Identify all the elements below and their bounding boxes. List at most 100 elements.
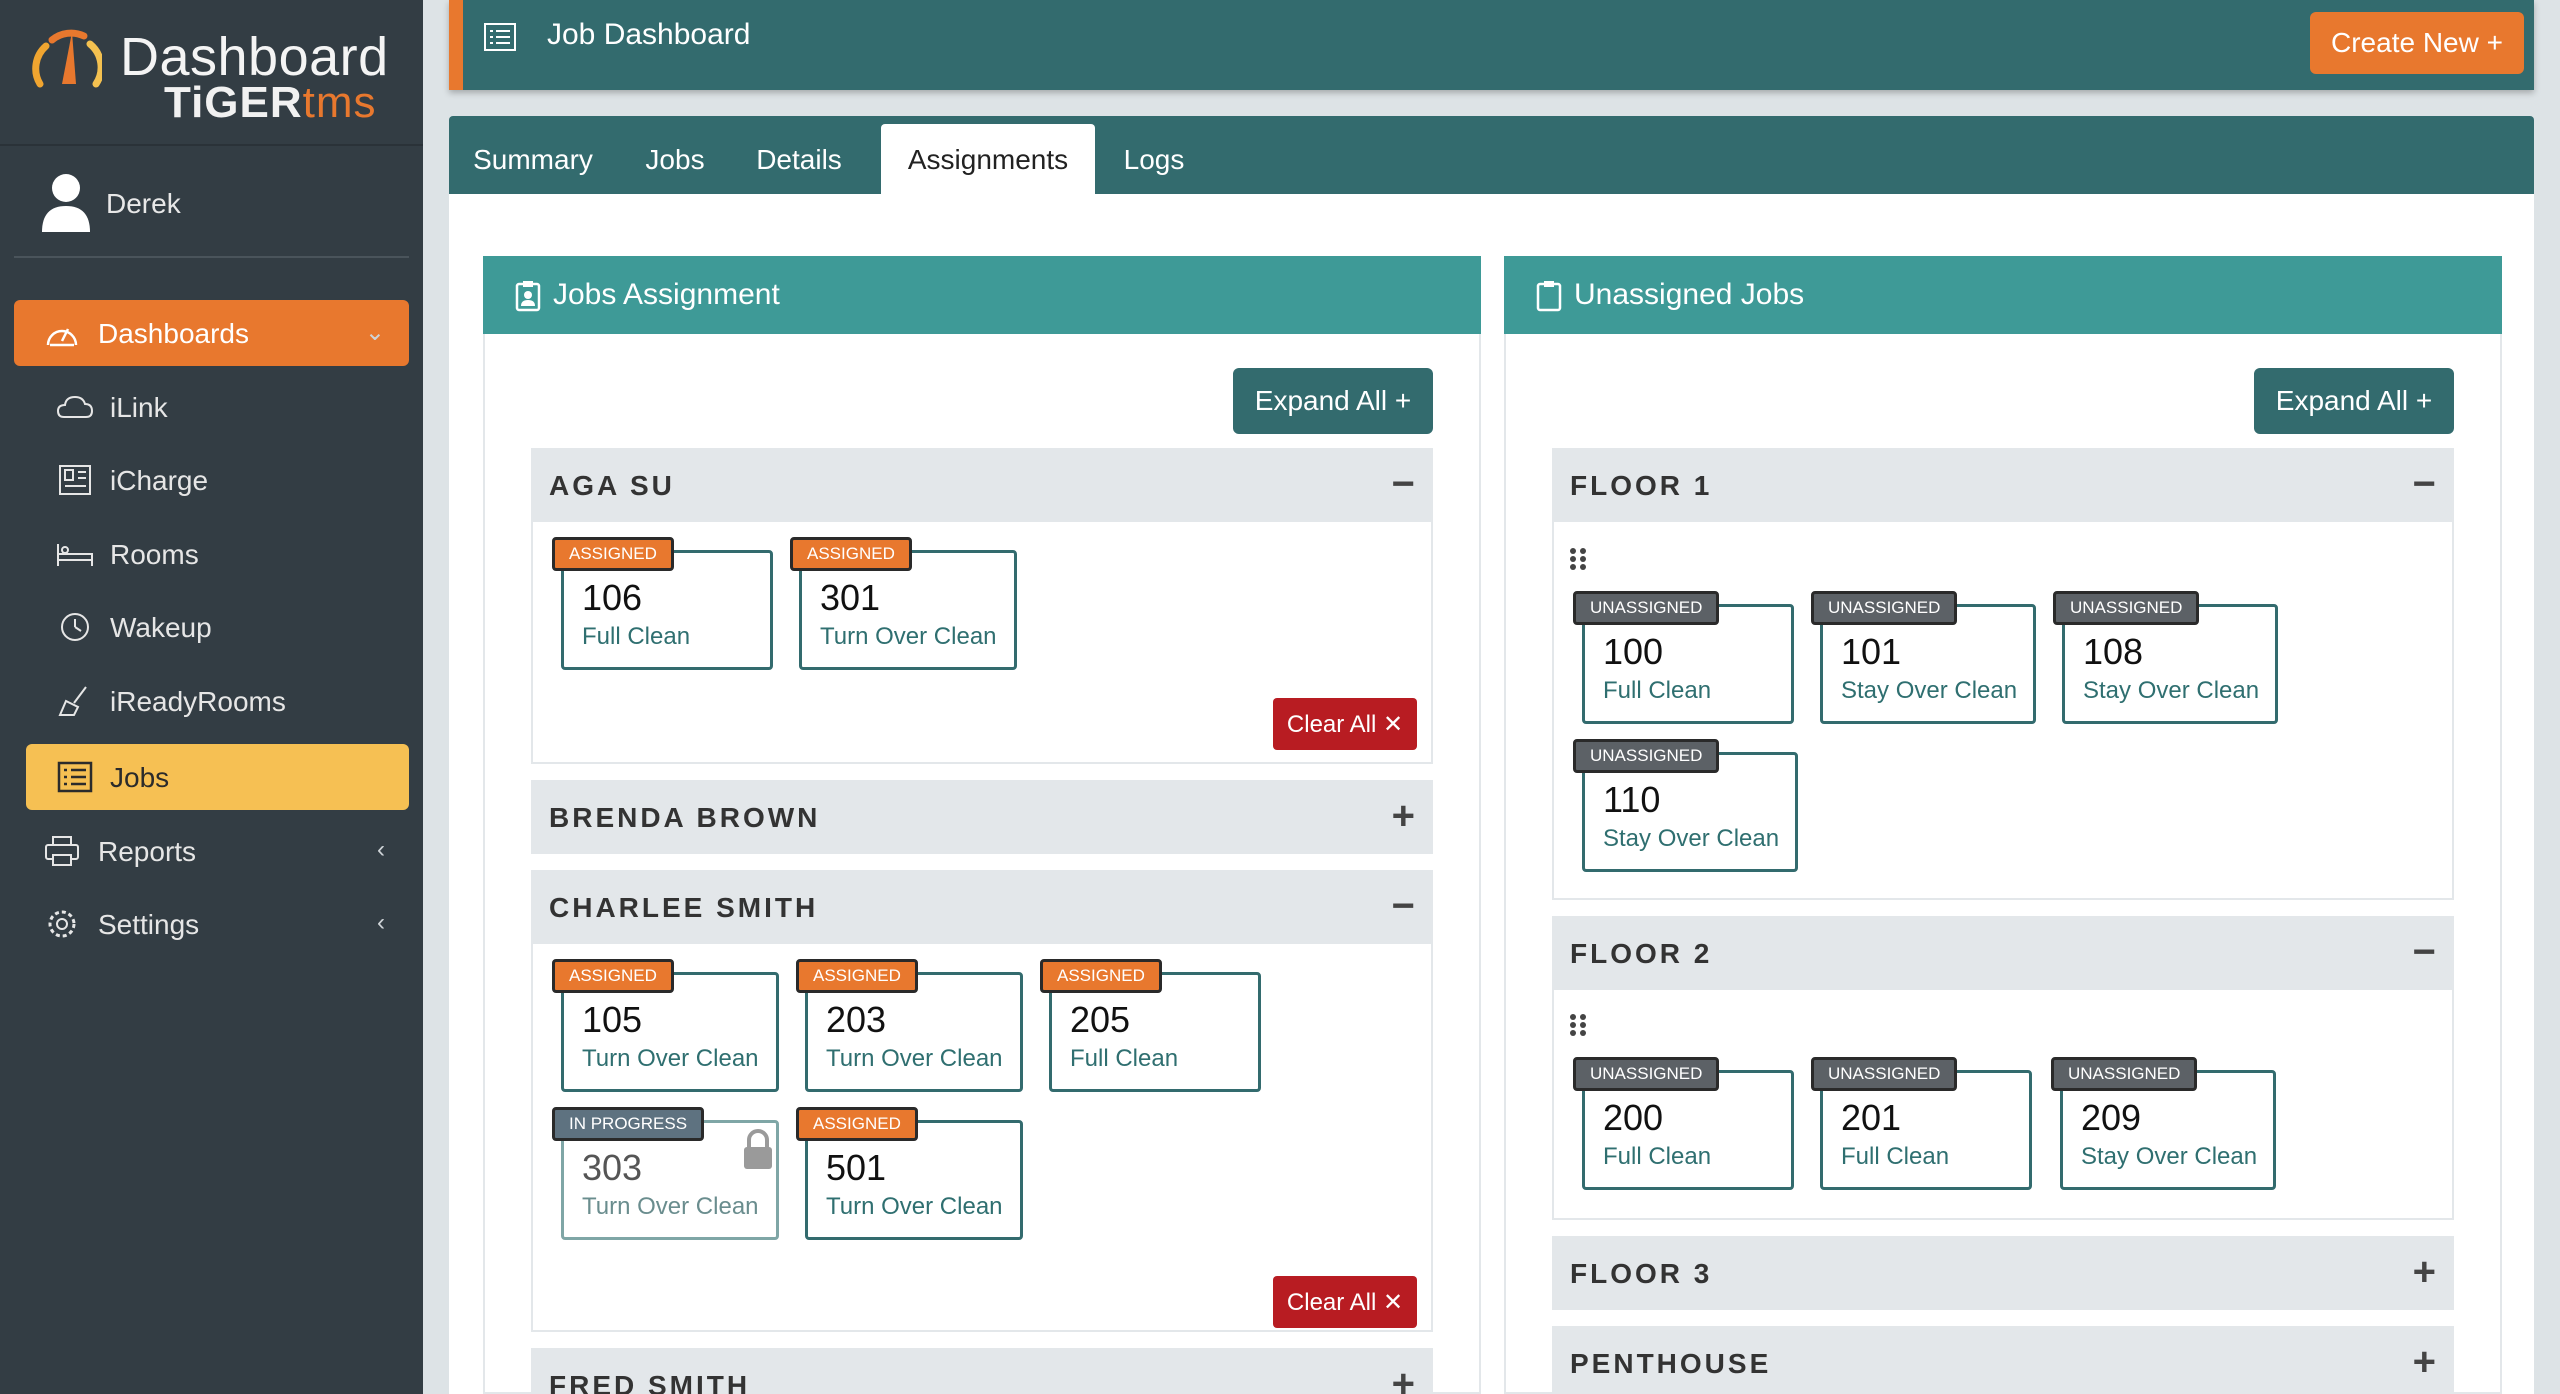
job-type: Stay Over Clean bbox=[2083, 677, 2260, 704]
drag-handle-icon[interactable] bbox=[1568, 546, 1588, 572]
tab-jobs[interactable]: Jobs bbox=[645, 144, 705, 175]
room-number: 200 bbox=[1603, 1097, 1664, 1138]
clock-icon bbox=[61, 613, 89, 641]
floor-name: FLOOR 2 bbox=[1570, 938, 1713, 969]
expand-icon[interactable]: + bbox=[1391, 794, 1415, 838]
status-badge: ASSIGNED bbox=[796, 959, 918, 993]
sidebar-item-settings[interactable]: Settings ‹ bbox=[14, 891, 409, 957]
job-card-100[interactable]: UNASSIGNED 100 Full Clean bbox=[1573, 591, 1794, 724]
page-header: Job Dashboard Create New + bbox=[449, 0, 2534, 90]
status-badge: UNASSIGNED bbox=[2051, 1057, 2198, 1091]
room-number: 100 bbox=[1603, 631, 1664, 672]
collapse-icon[interactable]: − bbox=[1391, 884, 1415, 928]
collapse-icon[interactable]: − bbox=[2412, 930, 2436, 974]
gauge-logo-icon bbox=[32, 29, 102, 88]
staff-group-header[interactable]: BRENDA BROWN + bbox=[531, 780, 1433, 854]
job-card-205[interactable]: ASSIGNED 205 Full Clean bbox=[1040, 959, 1261, 1092]
job-card-301[interactable]: ASSIGNED 301 Turn Over Clean bbox=[790, 537, 1017, 670]
floor-group-header[interactable]: FLOOR 3 + bbox=[1552, 1236, 2454, 1310]
job-type: Turn Over Clean bbox=[582, 1193, 759, 1220]
job-card-110[interactable]: UNASSIGNED 110 Stay Over Clean bbox=[1573, 739, 1798, 872]
room-number: 303 bbox=[582, 1147, 643, 1188]
job-card-105[interactable]: ASSIGNED 105 Turn Over Clean bbox=[552, 959, 779, 1092]
sidebar-item-icharge[interactable]: iCharge bbox=[26, 447, 409, 513]
sidebar-item-reports[interactable]: Reports ‹ bbox=[14, 818, 409, 884]
floor-group-2: FLOOR 2 − UNASSIGNED 200 Full Clean UNAS… bbox=[1552, 916, 2454, 1220]
cloud-icon bbox=[56, 395, 94, 418]
expand-icon[interactable]: + bbox=[1391, 1362, 1415, 1394]
collapse-icon[interactable]: − bbox=[1391, 462, 1415, 506]
floor-group-penthouse: PENTHOUSE + bbox=[1552, 1326, 2454, 1394]
sidebar-item-wakeup[interactable]: Wakeup bbox=[26, 594, 409, 660]
job-card-200[interactable]: UNASSIGNED 200 Full Clean bbox=[1573, 1057, 1794, 1190]
staff-group-fred-smith: FRED SMITH + bbox=[531, 1348, 1433, 1394]
expand-all-button[interactable]: Expand All + bbox=[2254, 368, 2454, 434]
tab-summary[interactable]: Summary bbox=[473, 144, 593, 175]
expand-icon[interactable]: + bbox=[2412, 1250, 2436, 1294]
clipboard-icon bbox=[1536, 281, 1562, 312]
expand-icon[interactable]: + bbox=[2412, 1340, 2436, 1384]
sidebar-label-jobs: Jobs bbox=[110, 762, 170, 793]
room-number: 205 bbox=[1070, 999, 1131, 1040]
tab-details[interactable]: Details bbox=[756, 144, 842, 175]
floor-group-header[interactable]: FLOOR 1 − bbox=[1552, 448, 2454, 522]
user-avatar-icon bbox=[42, 174, 90, 232]
floor-group-header[interactable]: FLOOR 2 − bbox=[1552, 916, 2454, 990]
status-badge: IN PROGRESS bbox=[552, 1107, 705, 1141]
status-badge: ASSIGNED bbox=[552, 537, 674, 571]
broom-icon bbox=[58, 686, 87, 716]
sidebar-item-jobs[interactable]: Jobs bbox=[26, 744, 409, 810]
collapse-icon[interactable]: − bbox=[2412, 462, 2436, 506]
tab-logs[interactable]: Logs bbox=[1123, 144, 1185, 175]
room-number: 105 bbox=[582, 999, 643, 1040]
floor-name: PENTHOUSE bbox=[1570, 1348, 1772, 1379]
status-badge: UNASSIGNED bbox=[1811, 591, 1958, 625]
brand[interactable]: Dashboard TiGERtms bbox=[0, 0, 423, 146]
room-number: 209 bbox=[2081, 1097, 2142, 1138]
sidebar-label-ilink: iLink bbox=[110, 392, 168, 423]
sidebar-label-wakeup: Wakeup bbox=[110, 612, 212, 643]
job-card-203[interactable]: ASSIGNED 203 Turn Over Clean bbox=[796, 959, 1023, 1092]
lock-icon bbox=[744, 1129, 772, 1169]
unassigned-jobs-panel: Unassigned Jobs Expand All + FLOOR 1 − U… bbox=[1504, 256, 2502, 1394]
sidebar-item-rooms[interactable]: Rooms bbox=[26, 521, 409, 587]
sidebar-label-icharge: iCharge bbox=[110, 465, 209, 496]
user-name: Derek bbox=[106, 188, 181, 219]
brand-subtitle: TiGERtms bbox=[164, 78, 377, 128]
staff-group-header[interactable]: CHARLEE SMITH − bbox=[531, 870, 1433, 944]
clear-all-button[interactable]: Clear All ✕ bbox=[1273, 1276, 1417, 1328]
job-card-101[interactable]: UNASSIGNED 101 Stay Over Clean bbox=[1811, 591, 2036, 724]
sidebar-item-ireadyrooms[interactable]: iReadyRooms bbox=[26, 668, 409, 734]
job-card-501[interactable]: ASSIGNED 501 Turn Over Clean bbox=[796, 1107, 1023, 1240]
job-card-106[interactable]: ASSIGNED 106 Full Clean bbox=[552, 537, 773, 670]
bed-icon bbox=[57, 544, 93, 566]
staff-group-charlee-smith: CHARLEE SMITH − ASSIGNED 105 Turn Over C… bbox=[531, 870, 1433, 1332]
tab-assignments[interactable]: Assignments bbox=[881, 124, 1095, 194]
job-card-209[interactable]: UNASSIGNED 209 Stay Over Clean bbox=[2051, 1057, 2276, 1190]
jobs-assignment-header: Jobs Assignment bbox=[483, 256, 1481, 334]
sidebar-item-dashboards[interactable]: Dashboards ⌄ bbox=[14, 300, 409, 366]
job-card-201[interactable]: UNASSIGNED 201 Full Clean bbox=[1811, 1057, 2032, 1190]
sidebar-item-ilink[interactable]: iLink bbox=[26, 374, 409, 440]
staff-name: CHARLEE SMITH bbox=[549, 892, 819, 923]
floor-group-header[interactable]: PENTHOUSE + bbox=[1552, 1326, 2454, 1394]
job-card-303[interactable]: IN PROGRESS 303 Turn Over Clean bbox=[552, 1107, 779, 1240]
user-profile[interactable]: Derek bbox=[14, 148, 409, 258]
clear-all-button[interactable]: Clear All ✕ bbox=[1273, 698, 1417, 750]
sidebar-label-settings: Settings bbox=[98, 909, 200, 940]
staff-group-header[interactable]: FRED SMITH + bbox=[531, 1348, 1433, 1394]
expand-all-button[interactable]: Expand All + bbox=[1233, 368, 1433, 434]
floor-group-1: FLOOR 1 − UNASSIGNED 100 Full Clean UNAS… bbox=[1552, 448, 2454, 900]
job-card-108[interactable]: UNASSIGNED 108 Stay Over Clean bbox=[2053, 591, 2278, 724]
drag-handle-icon[interactable] bbox=[1568, 1012, 1588, 1038]
room-number: 203 bbox=[826, 999, 887, 1040]
staff-group-aga-su: AGA SU − ASSIGNED 106 Full Clean ASSIGNE… bbox=[531, 448, 1433, 764]
status-badge: ASSIGNED bbox=[1040, 959, 1162, 993]
job-type: Turn Over Clean bbox=[826, 1193, 1003, 1220]
list-icon bbox=[57, 761, 93, 793]
staff-group-header[interactable]: AGA SU − bbox=[531, 448, 1433, 522]
status-badge: UNASSIGNED bbox=[1811, 1057, 1958, 1091]
staff-name: BRENDA BROWN bbox=[549, 802, 821, 833]
create-new-button[interactable]: Create New + bbox=[2310, 12, 2524, 74]
status-badge: UNASSIGNED bbox=[2053, 591, 2200, 625]
